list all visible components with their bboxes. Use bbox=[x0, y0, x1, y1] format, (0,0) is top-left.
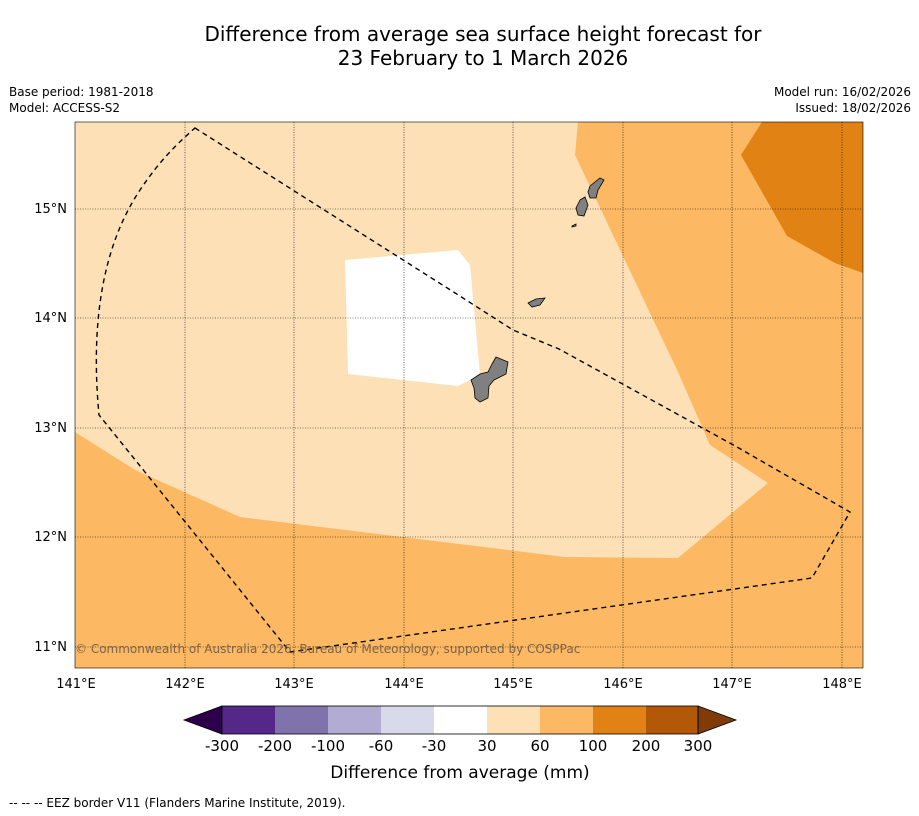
lat-label: 12°N bbox=[34, 530, 67, 545]
lon-label: 147°E bbox=[712, 677, 752, 692]
colorbar-tick: -60 bbox=[369, 737, 394, 755]
map-title: Difference from average sea surface heig… bbox=[0, 22, 919, 70]
band-100-200 bbox=[741, 122, 863, 273]
map-frame bbox=[74, 121, 864, 669]
map-figure: © Commonwealth of Australia 2026, Bureau… bbox=[34, 121, 864, 783]
colorbar-tick: -30 bbox=[422, 737, 447, 755]
lat-labels: 15°N 14°N 13°N 12°N 11°N bbox=[34, 202, 67, 655]
base-period: Base period: 1981-2018 bbox=[9, 85, 154, 99]
colorbar-tick: 100 bbox=[579, 737, 608, 755]
lat-label: 15°N bbox=[34, 202, 67, 217]
colorbar-tick: -100 bbox=[311, 737, 345, 755]
colorbar-segment bbox=[328, 706, 381, 734]
colorbar-segment bbox=[222, 706, 275, 734]
colorbar-segment bbox=[487, 706, 540, 734]
colorbar-segment bbox=[540, 706, 593, 734]
lat-label: 14°N bbox=[34, 311, 67, 326]
model-name: Model: ACCESS-S2 bbox=[9, 101, 121, 115]
meta-right: Model run: 16/02/2026 Issued: 18/02/2026 bbox=[774, 84, 911, 116]
lon-label: 143°E bbox=[274, 677, 314, 692]
saipan-island bbox=[587, 177, 605, 199]
lon-label: 141°E bbox=[56, 677, 96, 692]
colorbar-tick: 60 bbox=[530, 737, 549, 755]
title-line-1: Difference from average sea surface heig… bbox=[204, 22, 762, 46]
colorbar-extend-high bbox=[697, 705, 738, 735]
issued-date: Issued: 18/02/2026 bbox=[795, 101, 911, 115]
lon-label: 142°E bbox=[165, 677, 205, 692]
colorbar-tick: -300 bbox=[205, 737, 239, 755]
islands bbox=[470, 177, 605, 403]
colorbar: -300 -200 -100 -60 -30 30 60 100 200 300… bbox=[182, 705, 738, 783]
colorbar-segment bbox=[381, 706, 434, 734]
lon-label: 144°E bbox=[384, 677, 424, 692]
lon-label: 148°E bbox=[822, 677, 862, 692]
lon-label: 146°E bbox=[603, 677, 643, 692]
gridlines bbox=[75, 122, 863, 668]
copyright-notice: © Commonwealth of Australia 2026, Bureau… bbox=[75, 642, 580, 656]
title-line-2: 23 February to 1 March 2026 bbox=[337, 46, 629, 70]
tinian-island bbox=[575, 196, 589, 217]
map-area: © Commonwealth of Australia 2026, Bureau… bbox=[75, 122, 863, 668]
colorbar-label: Difference from average (mm) bbox=[330, 763, 589, 783]
medinilla-island bbox=[571, 223, 577, 228]
colorbar-segment bbox=[275, 706, 328, 734]
colorbar-segment bbox=[593, 706, 646, 734]
model-run: Model run: 16/02/2026 bbox=[773, 85, 911, 99]
colorbar-tick: 200 bbox=[632, 737, 661, 755]
colorbar-ticks: -300 -200 -100 -60 -30 30 60 100 200 300 bbox=[205, 737, 712, 755]
band-60-100 bbox=[75, 122, 863, 668]
lat-label: 11°N bbox=[34, 640, 67, 655]
eez-legend: -- -- -- EEZ border V11 (Flanders Marine… bbox=[9, 796, 346, 810]
lon-label: 145°E bbox=[493, 677, 533, 692]
colorbar-tick: 30 bbox=[477, 737, 496, 755]
lon-labels: 141°E 142°E 143°E 144°E 145°E 146°E 147°… bbox=[56, 677, 862, 692]
colorbar-frame bbox=[221, 705, 699, 735]
rota-island bbox=[527, 297, 546, 308]
colorbar-tick: 300 bbox=[684, 737, 713, 755]
eez-border bbox=[95, 127, 851, 653]
colorbar-tick: -200 bbox=[258, 737, 292, 755]
lat-label: 13°N bbox=[34, 421, 67, 436]
meta-left: Base period: 1981-2018 Model: ACCESS-S2 bbox=[9, 84, 154, 116]
colorbar-segment bbox=[434, 706, 487, 734]
colorbar-extend-low bbox=[182, 705, 223, 735]
colorbar-segment bbox=[646, 706, 698, 734]
guam-island bbox=[470, 356, 509, 403]
